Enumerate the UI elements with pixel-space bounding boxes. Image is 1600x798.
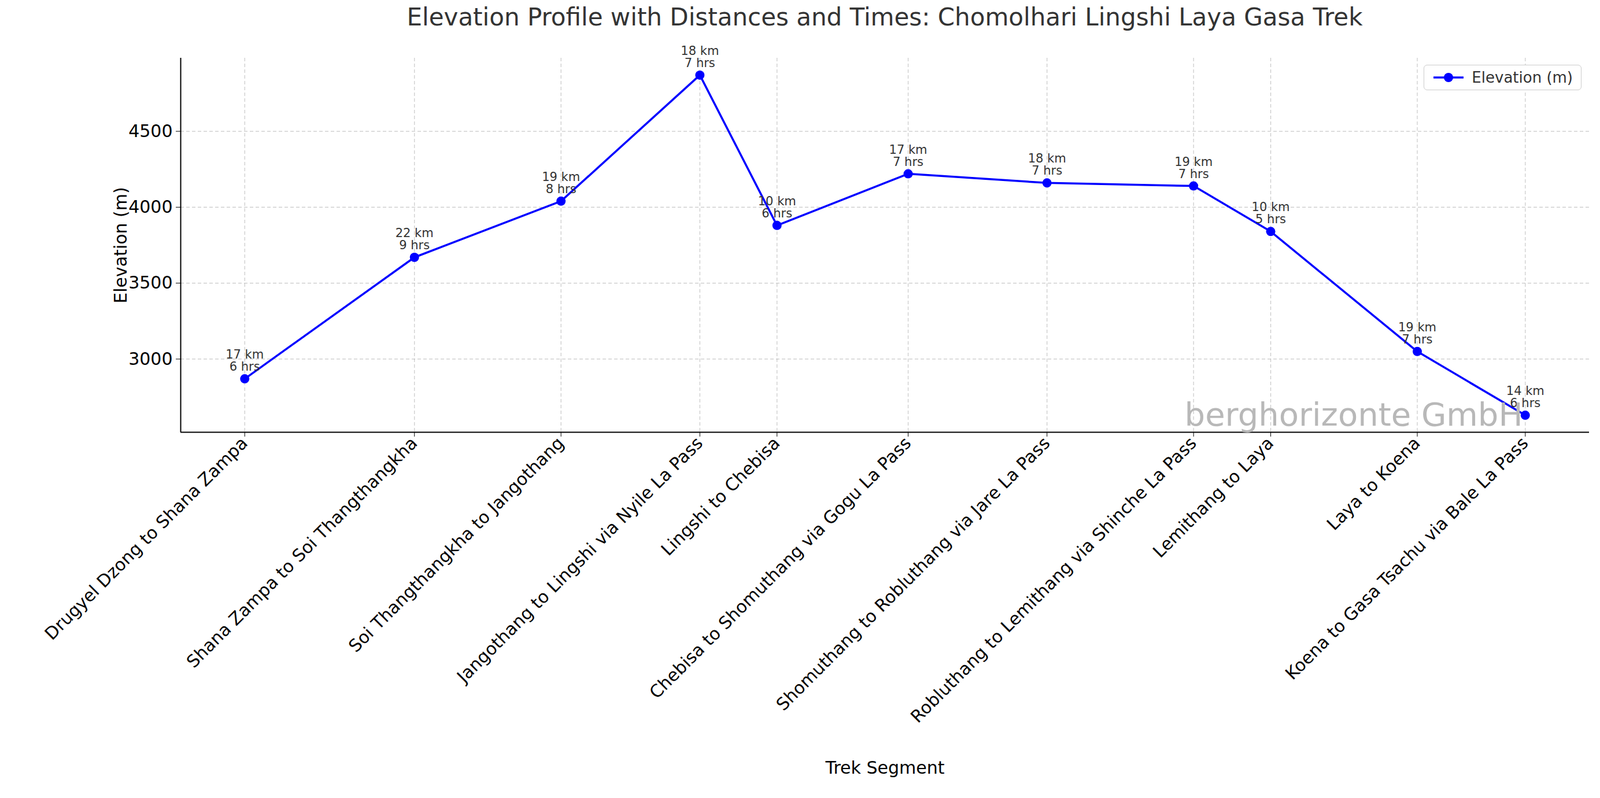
svg-text:18 km7 hrs: 18 km7 hrs bbox=[1028, 151, 1067, 178]
svg-text:18 km7 hrs: 18 km7 hrs bbox=[680, 43, 719, 70]
svg-text:Soi Thangthangkha to Jangothan: Soi Thangthangkha to Jangothang bbox=[344, 432, 568, 656]
svg-text:Lemithang to Laya: Lemithang to Laya bbox=[1148, 432, 1278, 562]
svg-text:17 km6 hrs: 17 km6 hrs bbox=[225, 347, 264, 374]
svg-text:Laya to Koena: Laya to Koena bbox=[1323, 432, 1425, 534]
svg-text:Trek Segment: Trek Segment bbox=[825, 757, 945, 778]
svg-text:Koena to Gasa Tsachu via Bale: Koena to Gasa Tsachu via Bale La Pass bbox=[1281, 432, 1533, 684]
svg-text:22 km9 hrs: 22 km9 hrs bbox=[395, 226, 434, 253]
svg-text:Lingshi to Chebisa: Lingshi to Chebisa bbox=[656, 432, 784, 560]
svg-text:Shana Zampa to Soi Thangthangk: Shana Zampa to Soi Thangthangkha bbox=[182, 432, 421, 672]
svg-text:Shomuthang to Robluthang via J: Shomuthang to Robluthang via Jare La Pas… bbox=[771, 432, 1054, 715]
svg-text:4500: 4500 bbox=[128, 120, 173, 142]
svg-text:19 km8 hrs: 19 km8 hrs bbox=[541, 170, 580, 197]
svg-text:Drugyel Dzong to Shana Zampa: Drugyel Dzong to Shana Zampa bbox=[40, 432, 252, 644]
svg-text:3500: 3500 bbox=[128, 272, 173, 293]
svg-text:Jangothang to Lingshi via Nyil: Jangothang to Lingshi via Nyile La Pass bbox=[452, 432, 707, 687]
svg-text:4000: 4000 bbox=[128, 196, 173, 217]
svg-text:Chebisa to Shomuthang via Gogu: Chebisa to Shomuthang via Gogu La Pass bbox=[645, 432, 915, 702]
svg-text:17 km7 hrs: 17 km7 hrs bbox=[889, 142, 928, 169]
svg-text:3000: 3000 bbox=[128, 348, 173, 369]
svg-text:Robluthang to Lemithang via Sh: Robluthang to Lemithang via Shinche La P… bbox=[906, 432, 1201, 727]
svg-text:Elevation (m): Elevation (m) bbox=[110, 186, 131, 304]
svg-text:19 km7 hrs: 19 km7 hrs bbox=[1398, 320, 1437, 347]
svg-text:berghorizonte GmbH: berghorizonte GmbH bbox=[1184, 395, 1524, 434]
svg-text:10 km5 hrs: 10 km5 hrs bbox=[1251, 200, 1291, 227]
svg-text:19 km7 hrs: 19 km7 hrs bbox=[1174, 154, 1213, 181]
svg-text:10 km6 hrs: 10 km6 hrs bbox=[758, 194, 797, 221]
